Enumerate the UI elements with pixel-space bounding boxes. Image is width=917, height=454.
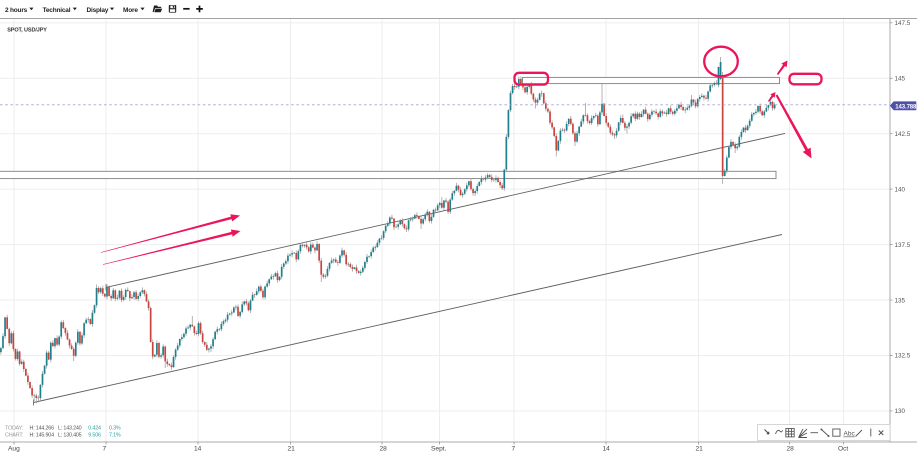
svg-text:145: 145 <box>895 75 906 82</box>
svg-text:0.3%: 0.3% <box>109 426 121 432</box>
svg-text:28: 28 <box>380 446 388 453</box>
svg-text:14: 14 <box>194 446 202 453</box>
svg-text:130: 130 <box>895 408 906 415</box>
svg-text:143.788: 143.788 <box>895 104 917 110</box>
svg-text:Oct: Oct <box>838 446 848 453</box>
svg-text:7: 7 <box>103 446 107 453</box>
svg-text:137.5: 137.5 <box>895 242 911 249</box>
svg-text:28: 28 <box>787 446 795 453</box>
svg-text:CHART:: CHART: <box>5 433 23 439</box>
svg-text:2 hours: 2 hours <box>5 7 28 14</box>
svg-text:21: 21 <box>696 446 704 453</box>
svg-text:142.5: 142.5 <box>895 131 911 138</box>
svg-text:SPOT, USD/JPY: SPOT, USD/JPY <box>7 28 47 34</box>
svg-text:7.1%: 7.1% <box>109 433 121 439</box>
svg-text:H: 144.266: H: 144.266 <box>30 426 55 432</box>
svg-text:Abc: Abc <box>844 431 856 438</box>
svg-text:L: 130.405: L: 130.405 <box>58 433 82 439</box>
svg-text:21: 21 <box>288 446 296 453</box>
svg-text:H: 145.904: H: 145.904 <box>30 433 55 439</box>
svg-text:135: 135 <box>895 297 906 304</box>
svg-text:147.5: 147.5 <box>895 20 911 27</box>
svg-text:9.506: 9.506 <box>88 433 101 439</box>
svg-text:132.5: 132.5 <box>895 353 911 360</box>
svg-text:More: More <box>123 7 138 14</box>
svg-text:Technical: Technical <box>43 7 71 14</box>
svg-text:140: 140 <box>895 186 906 193</box>
svg-text:0.424: 0.424 <box>88 426 101 432</box>
svg-text:TODAY:: TODAY: <box>5 426 23 432</box>
svg-text:7: 7 <box>512 446 516 453</box>
svg-text:14: 14 <box>603 446 611 453</box>
svg-text:L: 143.240: L: 143.240 <box>58 426 82 432</box>
svg-text:Sept.: Sept. <box>431 446 447 453</box>
svg-text:Display: Display <box>87 7 109 14</box>
svg-text:Aug: Aug <box>8 446 20 453</box>
